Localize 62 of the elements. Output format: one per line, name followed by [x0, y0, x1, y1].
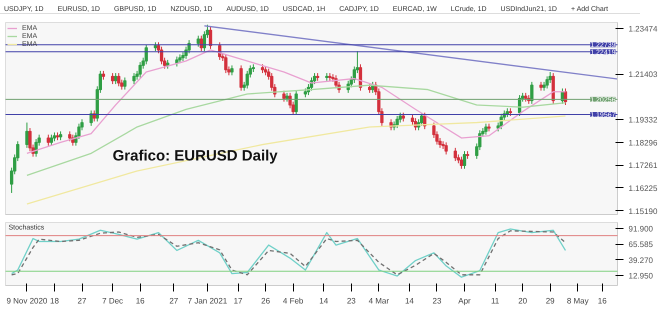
y-tick-label: 65.585 [628, 240, 654, 250]
candlestick [110, 72, 114, 85]
x-tick-label: 14 [404, 296, 414, 306]
y-tick-label: 91.900 [628, 224, 654, 234]
y-tick-label: 1.21403 [628, 70, 658, 80]
y-tick-label: 12.950 [628, 271, 654, 280]
candlestick [46, 134, 50, 146]
x-tick-label: 16 [598, 296, 608, 306]
candlestick [114, 72, 118, 85]
candlestick [444, 142, 448, 155]
line-series [26, 115, 566, 205]
candlestick [196, 35, 200, 48]
candlestick [462, 150, 466, 170]
y-tick-label: 39.270 [628, 256, 654, 265]
x-tick-label: 27 [78, 296, 87, 306]
candlestick [117, 72, 120, 87]
candlestick [545, 76, 549, 89]
x-tick-label: 14 [319, 296, 329, 306]
x-tick-label: 23 [432, 296, 442, 306]
y-tick-label: 1.18296 [628, 138, 658, 148]
candlestick [200, 35, 203, 52]
y-tick-label: 1.19332 [628, 116, 658, 125]
x-tick-label: 4 Feb [282, 296, 304, 306]
candlestick [454, 147, 457, 162]
candlestick [138, 62, 142, 78]
x-tick-label: 27 [169, 296, 179, 306]
candlestick [530, 81, 534, 104]
candlestick [396, 115, 399, 129]
x-tick-label: 23 [346, 296, 356, 306]
candlestick [420, 112, 424, 126]
x-tick-label: 8 May [566, 296, 589, 306]
x-tick-label: 11 [490, 296, 500, 306]
candlestick [25, 122, 29, 148]
candlestick [239, 64, 243, 92]
candlestick [132, 72, 136, 85]
annotation: Grafico: EURUSD Daily [112, 148, 278, 165]
candlestick [230, 64, 234, 76]
y-tick-label: 1.15190 [628, 206, 658, 216]
x-tick-label: 26 [261, 296, 271, 306]
candlestick [123, 76, 126, 90]
y-tick-label: 1.16225 [628, 184, 658, 193]
line-series [26, 84, 566, 176]
x-tick-label: 16 [136, 296, 146, 306]
x-tick-label: 7 Dec [102, 296, 124, 306]
candlestick [224, 54, 228, 74]
candlestick [68, 130, 72, 142]
candlestick [294, 90, 298, 116]
candlestick [460, 156, 464, 170]
y-tick-label: 1.17261 [628, 161, 658, 170]
x-tick-label: 9 Nov 2020 [6, 296, 48, 306]
candlestick [144, 44, 148, 65]
x-tick-label: 20 [518, 296, 528, 306]
x-tick-label: 7 Jan 2021 [188, 296, 228, 306]
candlestick [50, 134, 54, 146]
candlestick [282, 90, 286, 102]
y-tick-label: 1.23474 [628, 24, 658, 34]
x-tick-label: 17 [234, 296, 244, 306]
x-tick-label: 4 Mar [368, 296, 390, 306]
x-tick-label: 29 [546, 296, 556, 306]
candlestick [484, 123, 488, 136]
x-tick-label: 18 [50, 296, 60, 306]
x-tick-label: Apr [458, 296, 472, 306]
